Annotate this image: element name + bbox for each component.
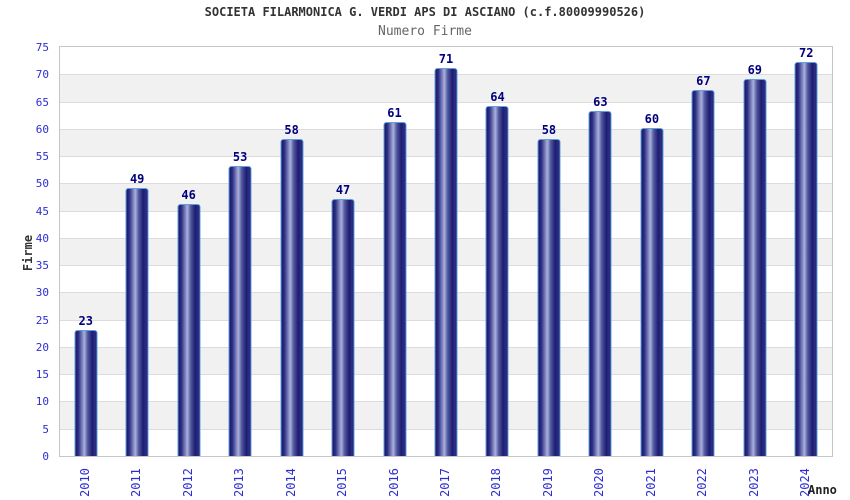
- y-tick-label: 5: [42, 422, 49, 436]
- x-tick-label: 2023: [746, 468, 761, 497]
- bar: [743, 78, 767, 456]
- bar-slot: 49: [111, 47, 162, 456]
- x-tick-label: 2015: [335, 468, 350, 497]
- bar: [177, 204, 201, 456]
- bar-slot: 72: [781, 46, 832, 456]
- bar-value-label: 23: [78, 313, 93, 328]
- x-tick-label: 2018: [489, 468, 504, 497]
- y-tick-label: 60: [35, 122, 49, 136]
- y-tick-label: 0: [42, 450, 49, 463]
- bar: [125, 187, 149, 456]
- bar-value-label: 58: [284, 122, 299, 137]
- bar-slot: 47: [317, 47, 368, 456]
- y-tick-label: 75: [35, 41, 49, 54]
- bar-value-label: 61: [387, 106, 402, 121]
- bar-slot: 60: [626, 47, 677, 456]
- bar: [228, 165, 252, 456]
- bar-slot: 58: [266, 47, 317, 456]
- x-tick-label: 2012: [180, 468, 195, 497]
- y-tick-label: 65: [35, 95, 49, 109]
- bar-slot: 69: [729, 47, 780, 456]
- bar-value-label: 71: [438, 51, 454, 66]
- y-tick-label: 30: [35, 286, 49, 300]
- bar-slot: 64: [472, 47, 523, 456]
- x-tick-label: 2019: [540, 468, 555, 497]
- y-tick-label: 50: [35, 177, 49, 191]
- bar: [588, 111, 612, 456]
- bar-value-label: 47: [335, 182, 351, 197]
- x-axis-tick-labels: 2010 2011 2012 2013 2014 2015 2016 2017 2018 2019…: [59, 455, 831, 500]
- bar-value-label: 63: [593, 95, 608, 110]
- bar: [537, 138, 561, 456]
- y-tick-label: 20: [35, 340, 49, 354]
- x-tick-label: 2020: [592, 468, 607, 497]
- bar-slot: 58: [523, 47, 574, 456]
- bar-value-label: 46: [181, 188, 196, 203]
- bar-slot: 63: [575, 47, 626, 456]
- bar-value-label: 58: [541, 122, 557, 137]
- x-tick-label: 2017: [438, 468, 452, 497]
- bar-value-label: 49: [129, 171, 145, 186]
- y-tick-label: 45: [35, 204, 49, 218]
- y-tick-label: 15: [35, 368, 49, 382]
- bar-value-label: 64: [490, 90, 505, 104]
- bar-value-label: 53: [232, 149, 248, 164]
- bars-layer: 23 49 46 53 58 47 61 71 64 58 63 60 67 69 72: [60, 46, 832, 456]
- x-tick-label: 2010: [77, 468, 92, 497]
- bar: [794, 62, 818, 456]
- bar-slot: 71: [420, 47, 471, 456]
- y-tick-label: 10: [35, 395, 49, 409]
- x-tick-label: 2021: [643, 468, 658, 497]
- x-axis-title: Anno: [808, 483, 837, 497]
- x-tick-label: 2011: [129, 468, 144, 497]
- bar-value-label: 67: [696, 73, 711, 88]
- y-tick-label: 35: [35, 259, 49, 273]
- bar-slot: 23: [60, 47, 111, 456]
- bar: [434, 67, 458, 456]
- y-tick-label: 55: [35, 150, 49, 164]
- bar: [640, 127, 664, 456]
- plot-area: 23 49 46 53 58 47 61 71 64 58 63 60 67 69 72: [59, 46, 833, 457]
- bar-slot: 53: [214, 47, 265, 456]
- x-tick-label: 2022: [695, 468, 710, 497]
- bar: [331, 198, 355, 456]
- bar: [74, 329, 98, 456]
- chart-title: SOCIETA FILARMONICA G. VERDI APS DI ASCI…: [204, 5, 646, 19]
- y-tick-label: 40: [35, 231, 49, 245]
- chart-subtitle: Numero Firme: [378, 24, 472, 39]
- bar: [383, 122, 407, 456]
- x-tick-label: 2016: [386, 468, 401, 497]
- bar: [280, 138, 304, 456]
- x-tick-label: 2014: [283, 468, 298, 497]
- bar-value-label: 69: [747, 62, 763, 77]
- x-tick-label: 2013: [232, 468, 247, 497]
- bar-value-label: 60: [644, 111, 660, 126]
- y-axis-tick-labels: 0 5 10 15 20 25 30 35 40 45 50 55 60 65 70 75: [0, 41, 54, 463]
- bar-slot: 67: [678, 47, 729, 456]
- bar-value-label: 72: [799, 46, 814, 61]
- bar-slot: 46: [163, 47, 214, 456]
- y-tick-label: 25: [35, 313, 49, 327]
- y-tick-label: 70: [35, 68, 49, 82]
- bar: [485, 106, 509, 456]
- bar-slot: 61: [369, 47, 420, 456]
- bar: [691, 89, 715, 456]
